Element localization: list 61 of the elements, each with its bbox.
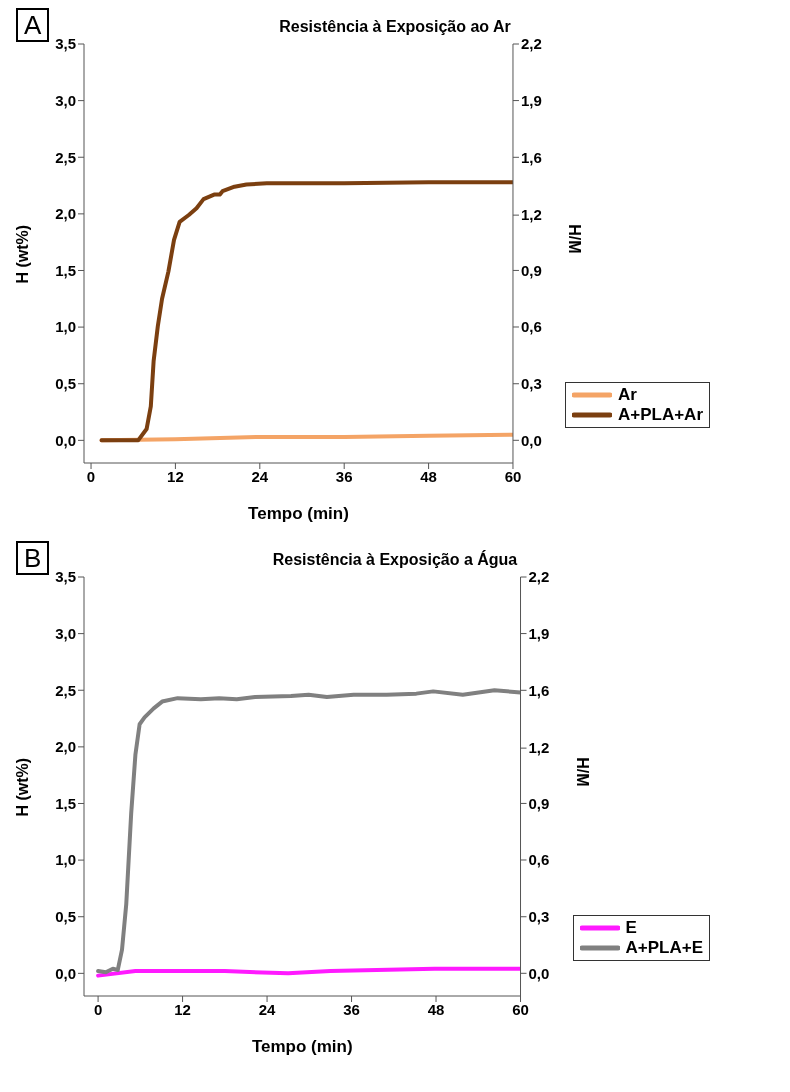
legend-label: Ar bbox=[617, 385, 637, 405]
y-tick-label: 2,0 bbox=[55, 205, 76, 223]
y-tick-label: 2,0 bbox=[55, 738, 76, 756]
text: B bbox=[16, 541, 50, 575]
legend-label: A+PLA+E bbox=[625, 938, 703, 958]
y-tick-label: 3,0 bbox=[55, 91, 76, 109]
line-series bbox=[96, 966, 521, 978]
y-tick-label: 2,5 bbox=[55, 681, 76, 699]
y-tick-label: 1,5 bbox=[55, 261, 76, 279]
y2-tick-label: 1,2 bbox=[528, 739, 550, 757]
y2-axis-title: H/M bbox=[566, 224, 584, 254]
y-tick-label: 2,5 bbox=[55, 148, 76, 166]
legend-label: E bbox=[625, 918, 637, 938]
y-tick-label: 3,5 bbox=[55, 35, 76, 53]
y-tick-label: 0,5 bbox=[55, 908, 76, 926]
y2-axis-title: H/M bbox=[573, 757, 591, 787]
chart-title: Resistência à Exposição ao Ar bbox=[279, 18, 511, 35]
x-tick-label: 0 bbox=[93, 1000, 103, 1018]
x-tick-label: 12 bbox=[174, 1000, 191, 1018]
y-axis-title: H (wt%) bbox=[13, 224, 31, 284]
y2-tick-label: 0,6 bbox=[520, 318, 542, 336]
y2-tick-label: 2,2 bbox=[520, 35, 542, 53]
text: A bbox=[16, 8, 50, 42]
y2-tick-label: 1,9 bbox=[528, 624, 550, 642]
y2-tick-label: 0,3 bbox=[528, 908, 550, 926]
y2-tick-label: 0,3 bbox=[520, 375, 542, 393]
y2-tick-label: 1,9 bbox=[520, 91, 542, 109]
x-tick-label: 24 bbox=[258, 1000, 277, 1018]
y2-tick-label: 2,2 bbox=[528, 568, 550, 586]
y2-tick-label: 0,0 bbox=[520, 431, 542, 449]
y-axis-title: H (wt%) bbox=[13, 757, 31, 817]
y2-tick-label: 1,6 bbox=[528, 681, 550, 699]
x-tick-label: 36 bbox=[343, 1000, 360, 1018]
y-tick-label: 1,5 bbox=[55, 794, 76, 812]
y-tick-label: 3,0 bbox=[55, 624, 76, 642]
y2-tick-label: 1,6 bbox=[520, 148, 542, 166]
x-tick-label: 48 bbox=[427, 1000, 445, 1018]
y2-tick-label: 0,9 bbox=[528, 794, 550, 812]
x-tick-label: 0 bbox=[86, 467, 96, 485]
y2-tick-label: 1,2 bbox=[520, 206, 542, 224]
y-tick-label: 0,0 bbox=[55, 431, 76, 449]
x-axis-title: Tempo (min) bbox=[251, 1037, 353, 1056]
y-tick-label: 1,0 bbox=[55, 318, 76, 336]
x-tick-label: 12 bbox=[167, 467, 184, 485]
x-tick-label: 60 bbox=[512, 1000, 529, 1018]
chart-title: Resistência à Exposição a Água bbox=[272, 551, 518, 568]
x-tick-label: 48 bbox=[420, 467, 437, 485]
y2-tick-label: 0,9 bbox=[520, 261, 542, 279]
x-tick-label: 60 bbox=[504, 467, 522, 485]
y-tick-label: 0,5 bbox=[55, 375, 76, 393]
x-tick-label: 36 bbox=[335, 467, 353, 485]
y-tick-label: 1,0 bbox=[55, 851, 76, 869]
x-tick-label: 24 bbox=[251, 467, 269, 485]
y2-tick-label: 0,6 bbox=[528, 851, 550, 869]
legend-label: A+PLA+Ar bbox=[617, 405, 703, 425]
line-series bbox=[99, 180, 513, 443]
y-tick-label: 3,5 bbox=[55, 568, 76, 586]
y2-tick-label: 0,0 bbox=[528, 964, 550, 982]
line-series bbox=[96, 688, 521, 975]
y-tick-label: 0,0 bbox=[55, 964, 76, 982]
x-axis-title: Tempo (min) bbox=[248, 504, 349, 523]
